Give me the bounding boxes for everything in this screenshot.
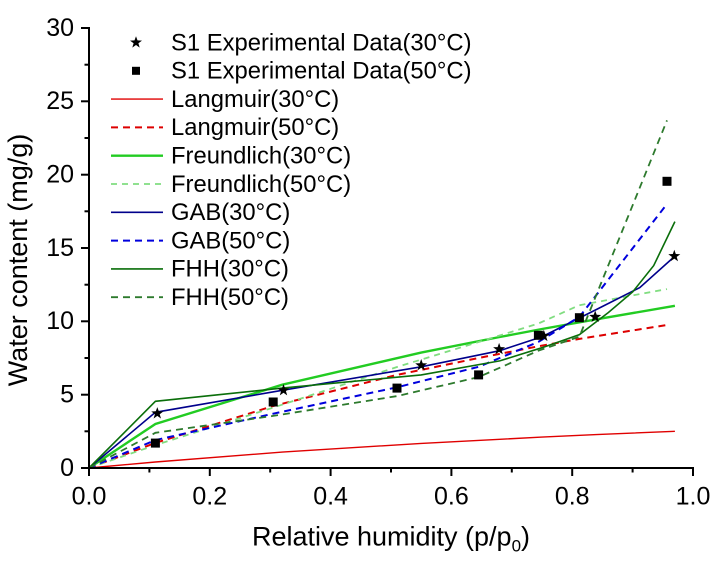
svg-text:15: 15 bbox=[46, 234, 74, 262]
svg-text:30: 30 bbox=[46, 14, 74, 42]
svg-text:S1 Experimental Data(50°C): S1 Experimental Data(50°C) bbox=[171, 58, 472, 85]
svg-text:25: 25 bbox=[46, 87, 74, 115]
svg-text:0.4: 0.4 bbox=[313, 483, 348, 511]
svg-text:Freundlich(50°C): Freundlich(50°C) bbox=[171, 171, 351, 198]
svg-text:S1 Experimental Data(30°C): S1 Experimental Data(30°C) bbox=[171, 29, 472, 56]
svg-text:Water content (mg/g): Water content (mg/g) bbox=[3, 134, 33, 387]
svg-text:0.2: 0.2 bbox=[192, 483, 227, 511]
svg-text:Freundlich(30°C): Freundlich(30°C) bbox=[171, 143, 351, 170]
svg-text:FHH(30°C): FHH(30°C) bbox=[171, 256, 289, 283]
svg-text:Relative humidity (p/p0): Relative humidity (p/p0) bbox=[252, 522, 530, 556]
svg-text:5: 5 bbox=[60, 381, 74, 409]
svg-text:GAB(50°C): GAB(50°C) bbox=[171, 227, 290, 254]
svg-text:0: 0 bbox=[60, 454, 74, 482]
svg-text:0.6: 0.6 bbox=[434, 483, 469, 511]
svg-text:GAB(30°C): GAB(30°C) bbox=[171, 199, 290, 226]
svg-text:Langmuir(50°C): Langmuir(50°C) bbox=[171, 114, 339, 141]
svg-text:1.0: 1.0 bbox=[676, 483, 711, 511]
svg-text:0.8: 0.8 bbox=[555, 483, 590, 511]
svg-text:FHH(50°C): FHH(50°C) bbox=[171, 284, 289, 311]
svg-text:10: 10 bbox=[46, 307, 74, 335]
svg-text:Langmuir(30°C): Langmuir(30°C) bbox=[171, 86, 339, 113]
svg-text:20: 20 bbox=[46, 161, 74, 189]
svg-text:0.0: 0.0 bbox=[72, 483, 107, 511]
